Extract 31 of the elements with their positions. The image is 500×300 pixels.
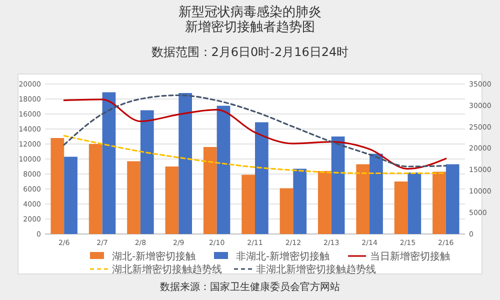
bar	[394, 182, 408, 234]
bar	[356, 164, 370, 234]
bar	[102, 92, 116, 234]
bar	[165, 166, 179, 234]
legend-label: 湖北-新增密切接触	[112, 250, 196, 262]
legend-label: 湖北新增密切接触趋势线	[112, 264, 222, 276]
bar	[318, 171, 332, 234]
legend-label: 非湖北新增密切接触趋势线	[256, 264, 376, 276]
bar	[255, 122, 268, 234]
legend-label: 当日新增密切接触	[370, 250, 450, 262]
bar	[140, 110, 154, 234]
bar	[216, 106, 230, 234]
bar	[50, 138, 64, 234]
bar	[178, 93, 192, 234]
chart-subtitle: 数据范围：2月6日0时-2月16日24时	[151, 45, 349, 59]
bar	[280, 188, 294, 234]
legend-label: 非湖北-新增密切接触	[236, 250, 330, 262]
bar	[331, 136, 345, 234]
bar	[432, 172, 446, 234]
bar	[446, 164, 460, 234]
chart-title: 新型冠状病毒感染的肺炎新增密切接触者趋势图	[178, 5, 322, 35]
source-note: 数据来源：国家卫生健康委员会官方网站	[160, 281, 340, 293]
bar	[370, 154, 383, 234]
bar	[127, 161, 140, 234]
bar	[242, 174, 255, 234]
line-series	[63, 134, 447, 174]
bar	[88, 144, 102, 234]
bar	[64, 156, 78, 234]
bar	[203, 147, 217, 234]
bar	[408, 172, 422, 234]
bar	[293, 168, 307, 234]
